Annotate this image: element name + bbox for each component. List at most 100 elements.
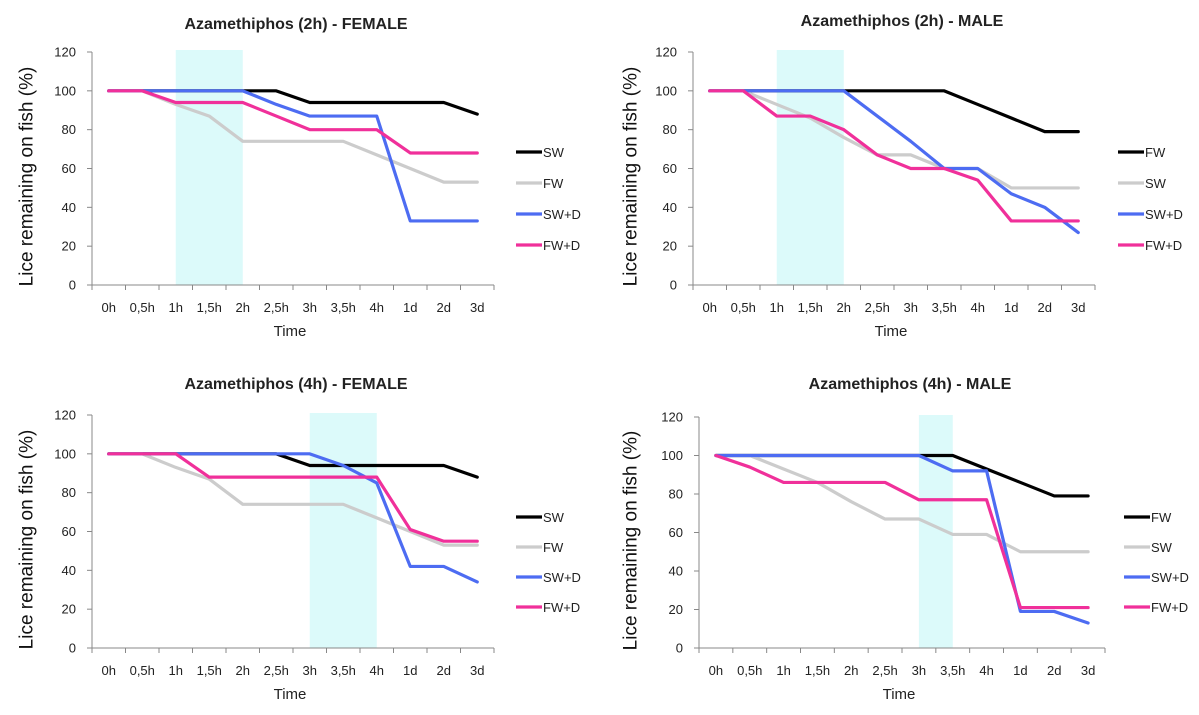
legend-label: SW xyxy=(1151,540,1173,555)
x-tick-label: 3d xyxy=(470,663,484,678)
y-tick-label: 120 xyxy=(655,45,677,60)
x-tick-label: 0,5h xyxy=(130,300,155,315)
legend-label: SW+D xyxy=(1145,207,1183,222)
y-tick-label: 80 xyxy=(62,485,76,500)
x-tick-label: 4h xyxy=(971,300,985,315)
x-tick-label: 1d xyxy=(1004,300,1018,315)
series-line-sw-plus-d xyxy=(107,89,479,223)
x-axis-title: Time xyxy=(274,323,307,340)
x-tick-label: 2d xyxy=(437,663,451,678)
chart-title: Azamethiphos (2h) - MALE xyxy=(801,13,1004,30)
y-tick-label: 60 xyxy=(62,161,76,176)
y-tick-label: 20 xyxy=(669,602,683,617)
legend-label: SW xyxy=(543,510,565,525)
x-tick-label: 0h xyxy=(102,663,116,678)
series-line-fw xyxy=(107,452,479,547)
y-tick-label: 40 xyxy=(62,200,76,215)
x-tick-label: 3,5h xyxy=(331,300,356,315)
chart-panel-2h-female: Azamethiphos (2h) - FEMALE 0 20 40 60 80 100 12… xyxy=(0,0,590,350)
legend-label: FW xyxy=(543,540,564,555)
x-tick-label: 3,5h xyxy=(331,663,356,678)
y-tick-label: 40 xyxy=(669,564,683,579)
y-tick-label: 80 xyxy=(663,122,677,137)
y-axis-title: Lice remaining on fish (%) xyxy=(17,67,38,287)
y-tick-label: 20 xyxy=(62,239,76,254)
series-line-sw-plus-d xyxy=(107,452,479,584)
x-axis-title: Time xyxy=(875,323,908,340)
legend-label: FW xyxy=(1151,510,1172,525)
series-line-fw-plus-d xyxy=(714,453,1090,610)
chart-svg-2h-male: Azamethiphos (2h) - MALE 0 20 40 60 80 100 120 0… xyxy=(621,13,1183,340)
y-tick-label: 120 xyxy=(54,408,76,423)
exposure-shaded-region xyxy=(776,50,844,285)
x-tick-label: 2,5h xyxy=(872,663,897,678)
y-tick-label: 120 xyxy=(661,410,683,425)
legend-label: FW+D xyxy=(543,600,580,615)
series-line-sw xyxy=(708,89,1080,190)
chart-svg-2h-female: Azamethiphos (2h) - FEMALE 0 20 40 60 80 100 12… xyxy=(17,16,581,340)
x-tick-label: 3h xyxy=(303,663,317,678)
x-tick-label: 2d xyxy=(437,300,451,315)
y-tick-label: 0 xyxy=(69,641,76,656)
series-line-sw xyxy=(714,453,1090,554)
x-tick-label: 4h xyxy=(370,300,384,315)
y-tick-label: 60 xyxy=(669,525,683,540)
x-axis-title: Time xyxy=(274,686,307,703)
y-tick-label: 40 xyxy=(62,563,76,578)
y-axis-title: Lice remaining on fish (%) xyxy=(621,67,642,287)
chart-svg-4h-female: Azamethiphos (4h) - FEMALE 0 20 40 60 80 100 12… xyxy=(17,376,581,703)
x-tick-label: 3,5h xyxy=(940,663,965,678)
y-tick-label: 60 xyxy=(62,524,76,539)
x-tick-label: 1h xyxy=(169,663,183,678)
x-tick-label: 3h xyxy=(904,300,918,315)
series-line-fw xyxy=(107,89,479,184)
x-tick-label: 2h xyxy=(837,300,851,315)
exposure-shaded-region xyxy=(175,50,243,285)
x-tick-label: 4h xyxy=(370,663,384,678)
x-tick-label: 0,5h xyxy=(130,663,155,678)
legend-label: SW+D xyxy=(543,570,581,585)
y-tick-label: 40 xyxy=(663,200,677,215)
x-tick-label: 0,5h xyxy=(731,300,756,315)
x-tick-label: 1,5h xyxy=(197,663,222,678)
legend-label: SW+D xyxy=(1151,570,1189,585)
x-tick-label: 3h xyxy=(303,300,317,315)
chart-title: Azamethiphos (4h) - FEMALE xyxy=(184,376,407,393)
x-tick-label: 1h xyxy=(776,663,790,678)
legend-label: FW+D xyxy=(1145,238,1182,253)
x-tick-label: 1d xyxy=(1013,663,1027,678)
legend-label: FW+D xyxy=(543,238,580,253)
x-tick-label: 2d xyxy=(1038,300,1052,315)
legend-label: SW+D xyxy=(543,207,581,222)
y-tick-label: 80 xyxy=(669,487,683,502)
y-tick-label: 100 xyxy=(54,446,76,461)
x-tick-label: 1h xyxy=(770,300,784,315)
x-tick-label: 0,5h xyxy=(737,663,762,678)
y-tick-label: 20 xyxy=(62,602,76,617)
y-tick-label: 80 xyxy=(62,122,76,137)
y-tick-label: 0 xyxy=(676,641,683,656)
series-line-sw xyxy=(107,452,479,479)
x-tick-label: 0h xyxy=(709,663,723,678)
x-tick-label: 2d xyxy=(1047,663,1061,678)
x-tick-label: 0h xyxy=(703,300,717,315)
x-tick-label: 2h xyxy=(236,300,250,315)
series-line-fw-plus-d xyxy=(107,89,479,155)
x-tick-label: 1,5h xyxy=(805,663,830,678)
x-tick-label: 4h xyxy=(979,663,993,678)
legend-label: FW xyxy=(543,176,564,191)
y-tick-label: 120 xyxy=(54,45,76,60)
y-tick-label: 100 xyxy=(54,83,76,98)
x-tick-label: 1,5h xyxy=(798,300,823,315)
y-tick-label: 0 xyxy=(69,278,76,293)
y-axis-title: Lice remaining on fish (%) xyxy=(17,430,38,650)
y-tick-label: 100 xyxy=(661,448,683,463)
x-tick-label: 3d xyxy=(470,300,484,315)
legend-label: SW xyxy=(1145,176,1167,191)
x-tick-label: 2h xyxy=(236,663,250,678)
chart-panel-4h-male: Azamethiphos (4h) - MALE 0 20 40 60 80 100 120 0… xyxy=(605,362,1199,710)
x-tick-label: 3h xyxy=(912,663,926,678)
chart-title: Azamethiphos (2h) - FEMALE xyxy=(184,16,407,33)
series-line-fw xyxy=(708,89,1080,134)
y-tick-label: 20 xyxy=(663,239,677,254)
